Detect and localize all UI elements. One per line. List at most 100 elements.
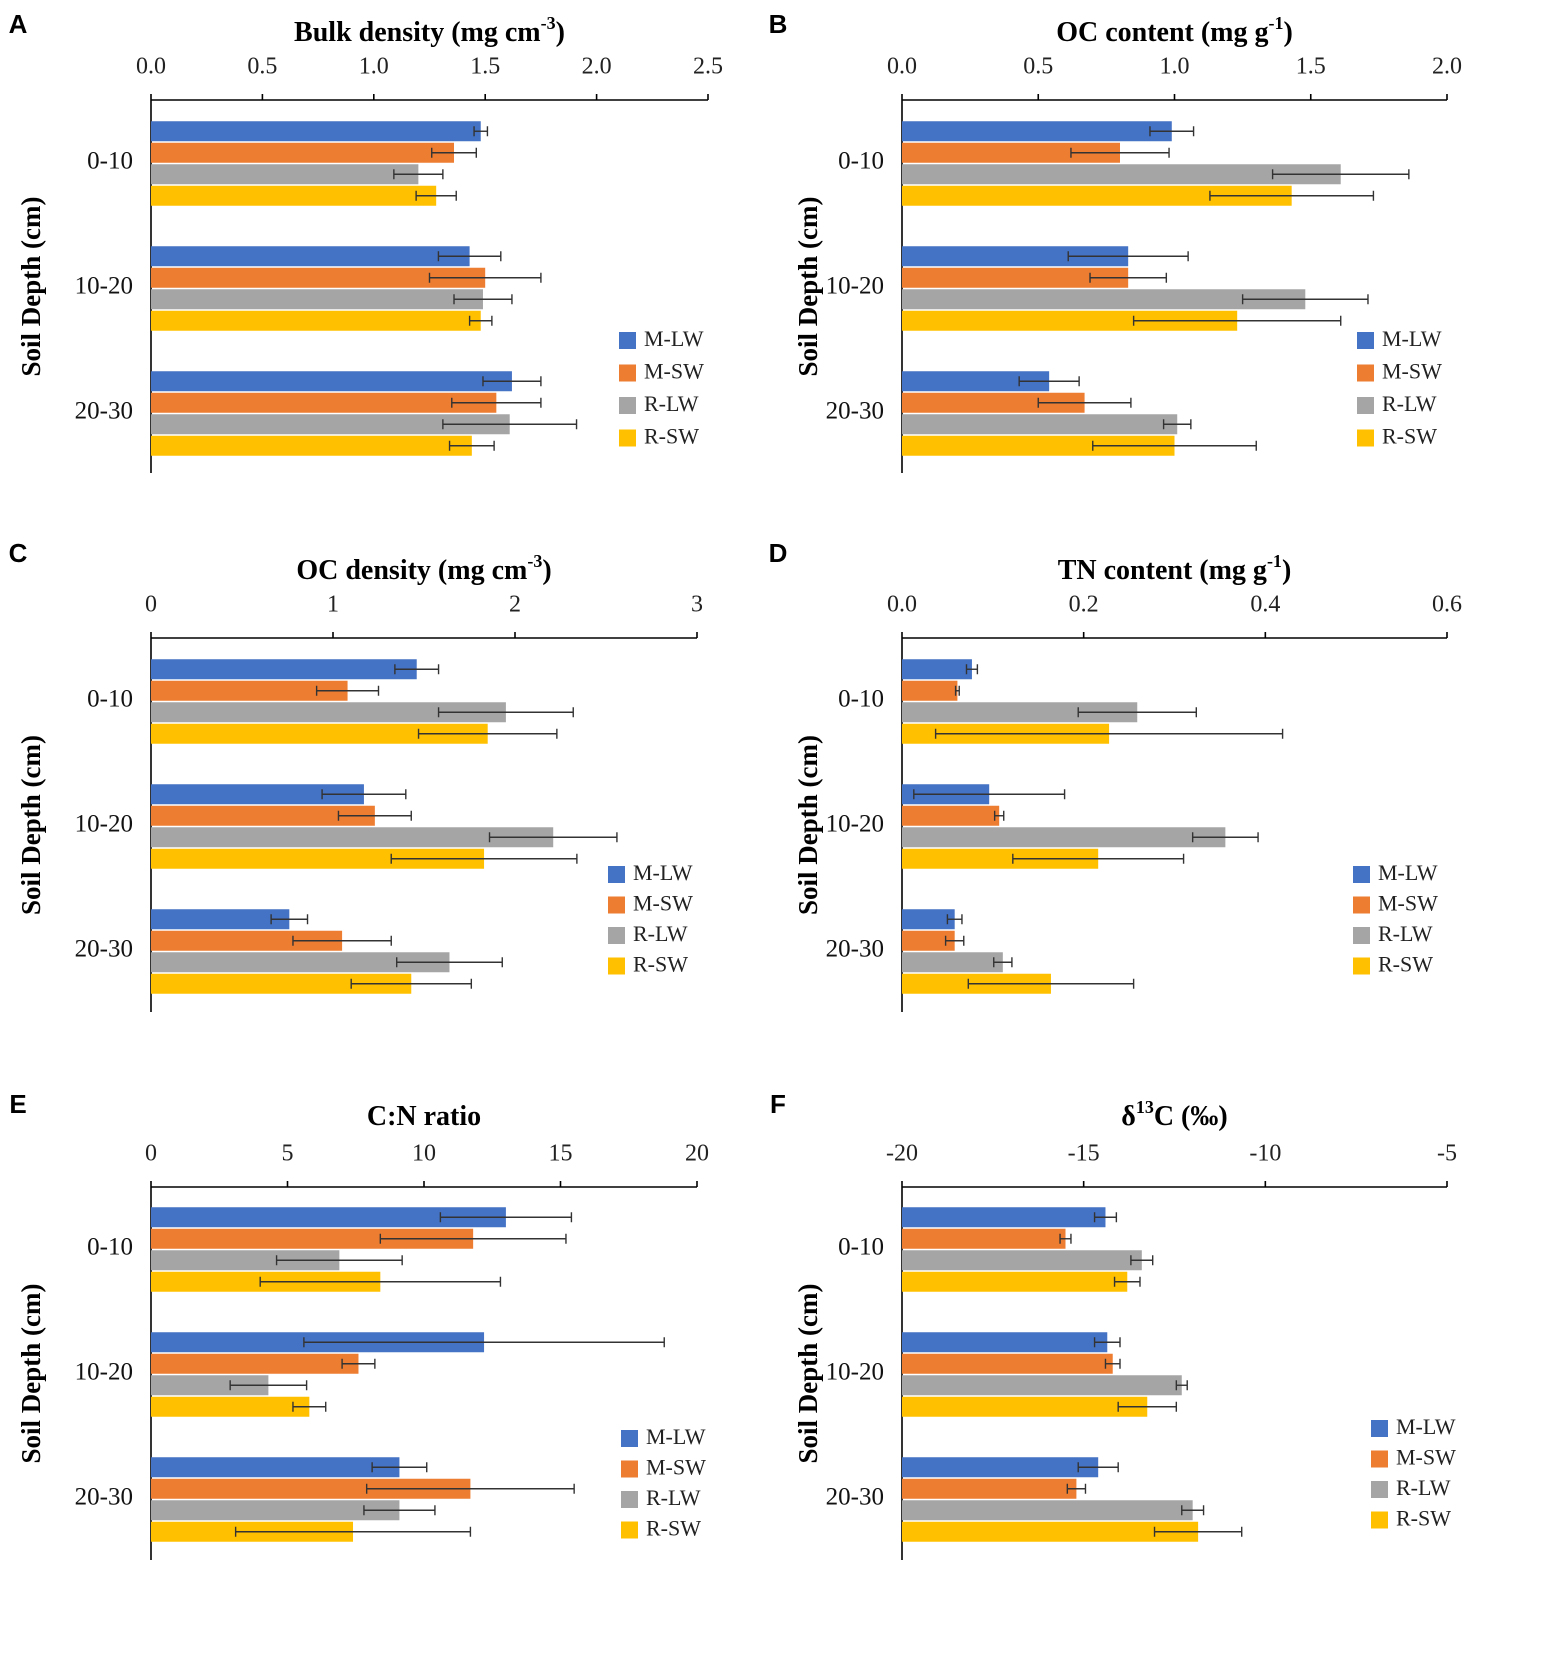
bar-r-lw-0-10 [151,164,419,185]
bar-m-lw-20-30 [151,909,290,930]
y-axis-label: Soil Depth (cm) [793,197,823,377]
chart-title-end: ) [556,17,565,48]
y-category-label: 20-30 [75,398,133,425]
error-bar [1077,1462,1119,1473]
legend-label-r-lw: R-LW [1396,1475,1451,1500]
panel-a: A Bulk density (mg cm-3) 0.0 0.5 1.0 1.5 2.0 2.… [9,9,723,473]
y-category-label: 0-10 [838,1234,884,1261]
error-bar [1181,1505,1205,1516]
error-bar [1153,1526,1243,1537]
chart-title: δ13C (‰) [1121,1097,1227,1132]
chart-title-main: OC content (mg g [1056,17,1268,48]
y-category-label: 0-10 [87,1234,133,1261]
bar-m-lw-10-20 [151,246,470,267]
legend-label-m-sw: M-SW [1396,1445,1456,1470]
x-tick-label: 2.5 [693,54,723,80]
y-axis-label: Soil Depth (cm) [16,197,46,377]
error-bar [393,169,444,180]
error-bar [415,190,457,201]
x-tick-label: 15 [549,1141,573,1167]
chart-title-end: ) [542,555,551,586]
legend-swatch-m-sw [621,1460,638,1478]
error-bar [944,935,965,946]
bar-m-lw-20-30 [902,909,955,930]
chart-title-superscript: -1 [1267,551,1282,571]
bar-r-lw-10-20 [902,827,1226,848]
chart-title-main: δ [1121,1101,1136,1132]
legend-swatch-r-sw [608,957,625,975]
legend-label-m-lw: M-LW [1378,860,1438,885]
error-bar [473,126,489,137]
legend-swatch-r-sw [1371,1511,1388,1529]
chart-title: Bulk density (mg cm-3) [294,13,565,48]
error-bar [1070,147,1170,158]
panel-letter: B [769,9,788,39]
bar-r-sw-10-20 [902,310,1238,331]
x-tick-label: 1.5 [470,54,500,80]
x-tick-label: 1.5 [1296,54,1326,80]
error-bar [1117,1401,1178,1412]
error-bar [437,251,502,262]
error-bar [363,1505,436,1516]
bar-m-sw-10-20 [902,805,1000,826]
y-category-label: 10-20 [826,273,884,300]
chart-title-main: C:N ratio [367,1101,481,1132]
legend: M-LW M-SW R-LW R-SW [1357,326,1442,449]
x-tick-label: -10 [1249,1141,1281,1167]
y-category-label: 20-30 [75,1484,133,1511]
panel-letter: C [9,538,28,568]
error-bar [417,728,558,739]
legend-swatch-r-lw [621,1491,638,1508]
error-bar [934,728,1284,739]
bar-r-lw-10-20 [151,1375,269,1396]
legend-label-m-lw: M-LW [644,326,704,351]
x-tick-label: 2 [509,592,521,618]
chart-title-end: ) [1283,17,1292,48]
error-bar [1104,1358,1121,1369]
legend-label-m-sw: M-SW [1382,359,1442,384]
error-bar [993,957,1013,968]
bar-r-sw-20-30 [902,1521,1199,1542]
error-bar [448,440,495,451]
bar-m-sw-10-20 [151,805,375,826]
bar-r-lw-0-10 [151,1250,340,1271]
error-bar [341,1358,376,1369]
error-bar [913,789,1066,800]
bar-m-lw-10-20 [151,784,364,805]
error-bar [1037,397,1132,408]
x-tick-label: 0 [145,592,157,618]
y-category-label: 10-20 [75,811,133,838]
error-bar [275,1255,403,1266]
x-tick-label: 0.4 [1250,592,1280,618]
error-bar [1093,1337,1121,1348]
x-tick-label: -20 [886,1141,918,1167]
panel-d: D TN content (mg g-1) 0.0 0.2 0.4 0.6 Soil Dep… [769,538,1462,1012]
legend-swatch-r-lw [1371,1481,1388,1498]
chart-title-superscript: 13 [1136,1097,1154,1117]
legend-swatch-m-sw [1371,1450,1388,1468]
x-tick-label: 1.0 [1160,54,1190,80]
legend-swatch-m-lw [608,866,625,883]
bar-r-lw-10-20 [902,1375,1182,1396]
bar-r-lw-10-20 [151,827,554,848]
bar-r-lw-0-10 [151,702,506,723]
bar-m-lw-20-30 [902,371,1050,392]
x-tick-label: -15 [1068,1141,1100,1167]
error-bar [1093,1212,1118,1223]
panel-letter: F [770,1089,786,1119]
legend: M-LW M-SW R-LW R-SW [1353,860,1438,977]
bar-r-sw-10-20 [151,848,485,869]
error-bar [1092,440,1257,451]
error-bar [482,376,542,387]
error-bar [1067,251,1189,262]
legend-swatch-m-lw [1353,866,1370,883]
y-category-label: 20-30 [826,1484,884,1511]
legend-swatch-m-lw [1357,332,1374,349]
legend: M-LW M-SW R-LW R-SW [608,860,693,977]
bar-r-lw-20-30 [902,952,1003,973]
bar-m-lw-10-20 [902,246,1129,267]
error-bar [1241,294,1369,305]
bar-r-sw-0-10 [902,1271,1128,1292]
bar-r-lw-0-10 [902,1250,1142,1271]
